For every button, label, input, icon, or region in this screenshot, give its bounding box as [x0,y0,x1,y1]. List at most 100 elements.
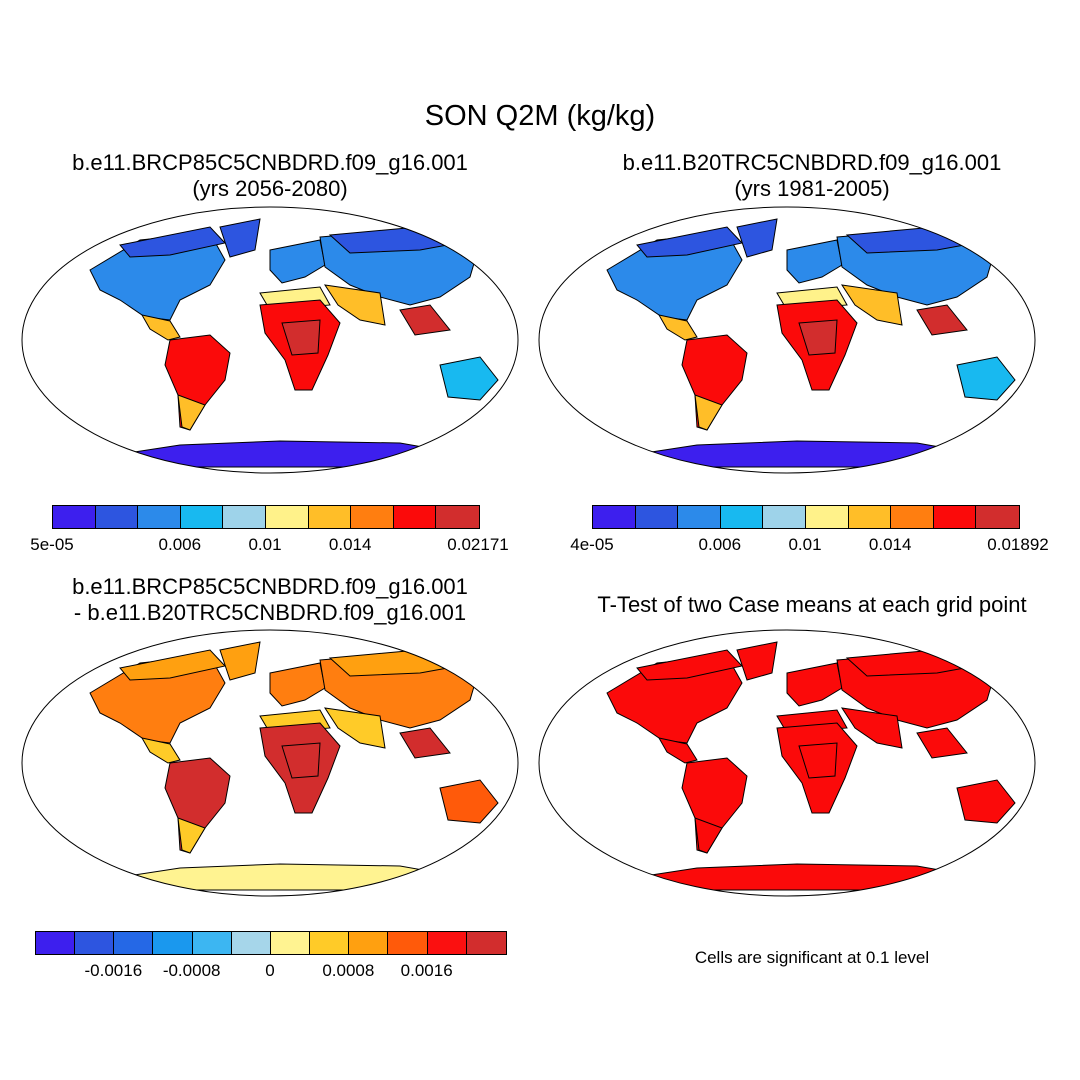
south-america-south [694,817,723,854]
colorbar-swatch [720,506,764,528]
colorbar-swatch [593,506,636,528]
colorbar-rcp85: 5e-05 0.006 0.01 0.014 0.02171 [30,505,509,554]
continents-group [89,641,499,891]
map-frame [538,206,1036,474]
se-asia-land [916,727,968,759]
map-frame [21,206,519,474]
figure-title: SON Q2M (kg/kg) [424,100,656,132]
colorbar-swatch [351,506,394,528]
greenland-land [736,641,778,681]
colorbar-swatch [192,932,232,954]
colorbar-swatch [976,506,1019,528]
central-america-land [141,314,181,341]
arctic-canada-land [636,649,743,681]
colorbar-historical: 4e-05 0.006 0.01 0.014 0.01892 [570,505,1049,554]
colorbar-swatch [138,506,181,528]
colorbar-swatch [891,506,934,528]
arabia-india-land [323,707,386,749]
colorbar-swatch [153,932,193,954]
se-asia-land [916,304,968,336]
colorbar-tick-label: 0.02171 [447,535,509,554]
colorbar-swatch [349,932,389,954]
colorbar-tick-label: 0.014 [328,535,372,554]
colorbar-swatch [466,932,506,954]
colorbar-swatch [180,506,224,528]
colorbar-swatch [763,506,806,528]
central-africa-land [798,319,838,356]
colorbar-swatch [805,506,849,528]
colorbar-swatch [270,932,311,954]
colorbar-tick-label: 4e-05 [570,535,614,554]
panel2-title-years: (yrs 1981-2005) [734,176,890,201]
australia-land [439,779,499,824]
colorbar-tick-label: -0.0008 [162,961,221,980]
colorbar-swatch [635,506,679,528]
colorbar-tick-label: 0.01 [248,535,282,554]
colorbar-swatch [393,506,437,528]
south-america-south [177,817,206,854]
se-asia-land [399,727,451,759]
colorbar-swatch [75,932,115,954]
south-america-south [694,394,723,431]
south-america-south [177,394,206,431]
colorbar-tick-label: 0.01892 [987,535,1049,554]
panel1-title-years: (yrs 2056-2080) [192,176,348,201]
colorbar-tick-label: 0.006 [158,535,202,554]
colorbar-swatch [114,932,154,954]
australia-land [439,356,499,401]
colorbar-tick-label: -0.0016 [84,961,143,980]
map-frame [21,629,519,897]
map-panel-difference [21,629,519,897]
colorbar-swatch [427,932,467,954]
colorbar-swatch [95,506,139,528]
map-panel-ttest [538,629,1036,897]
greenland-land [219,218,261,258]
panel3-title-minus-case: - b.e11.B20TRC5CNBDRD.f09_g16.001 [73,600,467,625]
colorbar-swatch [388,932,428,954]
central-africa-land [281,742,321,779]
colorbar-tick-label: 0.0016 [400,961,453,980]
colorbar-swatch [265,506,309,528]
colorbar-swatch [223,506,266,528]
se-asia-land [399,304,451,336]
colorbar-difference: -0.0016 -0.0008 0 0.0008 0.0016 [35,931,507,980]
australia-land [956,356,1016,401]
greenland-land [736,218,778,258]
colorbar-swatch [933,506,977,528]
central-america-land [658,314,698,341]
colorbar-swatch [310,932,350,954]
australia-land [956,779,1016,824]
arabia-india-land [840,284,903,326]
arctic-canada-land [119,226,226,258]
colorbar-tick-label: 0.006 [698,535,742,554]
colorbar-swatches [592,505,1020,529]
colorbar-swatch [36,932,76,954]
panel3-title-case: b.e11.BRCP85C5CNBDRD.f09_g16.001 [72,574,468,599]
arabia-india-land [323,284,386,326]
greenland-land [219,641,261,681]
central-africa-land [798,742,838,779]
colorbar-tick-label: 0.0008 [322,961,375,980]
panel1-title-case: b.e11.BRCP85C5CNBDRD.f09_g16.001 [72,150,468,175]
continents-group [606,218,1016,468]
colorbar-swatch [678,506,721,528]
colorbar-tick-label: 0.01 [788,535,822,554]
map-panel-historical [538,206,1036,474]
significance-note: Cells are significant at 0.1 level [694,948,930,967]
colorbar-swatch [436,506,479,528]
colorbar-tick-label: 5e-05 [30,535,74,554]
central-america-land [658,737,698,764]
panel2-title-case: b.e11.B20TRC5CNBDRD.f09_g16.001 [622,150,1002,175]
panel4-title-ttest: T-Test of two Case means at each grid po… [597,592,1027,617]
colorbar-tick-label: 0.014 [868,535,912,554]
map-panel-rcp85 [21,206,519,474]
central-africa-land [281,319,321,356]
colorbar-tick-label: 0 [265,961,275,980]
arctic-canada-land [119,649,226,681]
colorbar-swatches [35,931,507,955]
colorbar-swatch [231,932,271,954]
colorbar-swatch [308,506,352,528]
colorbar-swatch [848,506,892,528]
arabia-india-land [840,707,903,749]
colorbar-swatch [53,506,96,528]
